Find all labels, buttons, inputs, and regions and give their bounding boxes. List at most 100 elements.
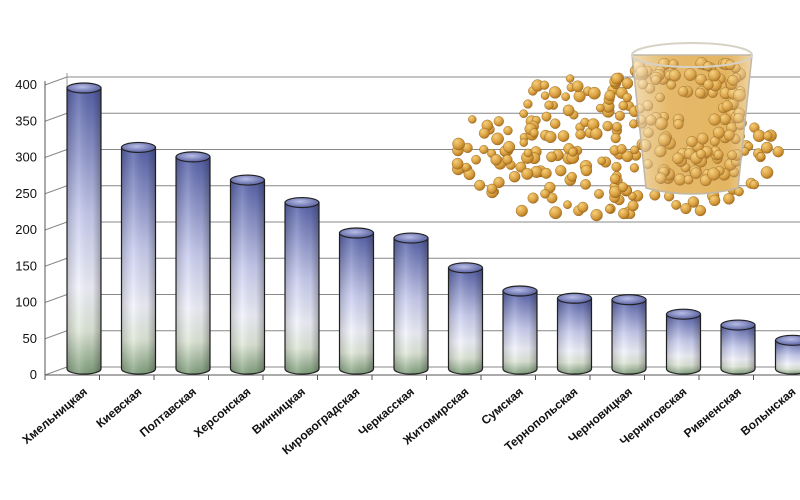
soybean	[491, 132, 504, 146]
soybean	[609, 185, 622, 199]
bar	[393, 232, 429, 375]
soybean	[474, 179, 486, 191]
soybean	[763, 131, 773, 141]
soybean	[749, 179, 759, 190]
soybean	[627, 200, 639, 212]
x-category-label: Ривненская	[681, 385, 744, 441]
soybean	[594, 188, 604, 199]
soybean	[734, 186, 744, 197]
soybeans-cup-image	[451, 42, 784, 222]
y-tick-label: 0	[30, 367, 37, 382]
y-tick-label: 300	[15, 150, 37, 165]
soybean	[493, 116, 504, 127]
bar	[120, 141, 157, 375]
soybean	[605, 204, 615, 214]
soybean	[567, 171, 577, 182]
soybean	[493, 176, 505, 189]
soybean	[490, 154, 502, 166]
soybean	[529, 128, 539, 138]
soybean	[503, 126, 513, 136]
cup-rim	[631, 42, 753, 68]
soybean	[609, 173, 621, 185]
bar	[665, 308, 702, 375]
soybean	[575, 129, 586, 140]
gridline-diag	[44, 76, 68, 86]
x-category-label: Херсонская	[191, 385, 253, 440]
soybean	[630, 145, 639, 155]
soybean	[756, 152, 766, 161]
bars	[66, 82, 800, 375]
soybean	[588, 86, 601, 100]
soybean	[590, 127, 603, 140]
soybean	[515, 204, 528, 217]
bar	[175, 151, 211, 375]
soybean	[761, 141, 773, 154]
soybean	[540, 91, 550, 100]
y-axis-tick-labels: 0 50 100 150 200 250 300 350 400	[15, 77, 37, 382]
soybean	[580, 179, 591, 190]
y-tick-label: 100	[15, 295, 37, 310]
soybean	[621, 150, 634, 163]
bar	[556, 292, 593, 375]
bar	[720, 319, 756, 375]
soybean	[602, 120, 613, 132]
soybean	[573, 90, 586, 103]
soybean	[486, 183, 498, 194]
soybean	[604, 90, 616, 102]
soybean	[590, 209, 603, 222]
soybean	[548, 86, 562, 99]
soybean	[571, 80, 584, 93]
y-tick-label: 350	[15, 113, 37, 128]
soybean	[539, 80, 550, 90]
soybean	[611, 161, 622, 172]
x-category-label: Киевская	[93, 385, 144, 431]
soybean	[622, 92, 632, 103]
soybean	[544, 130, 557, 143]
soybean	[521, 167, 534, 180]
soybean	[597, 156, 607, 166]
soybean	[479, 144, 489, 154]
y-tick-label: 150	[15, 258, 37, 273]
soybean	[541, 111, 552, 122]
bar	[447, 262, 484, 375]
soybean	[621, 77, 634, 90]
soybean	[503, 140, 516, 153]
y-tick-label: 200	[15, 222, 37, 237]
soybean	[616, 144, 627, 154]
soybean	[471, 154, 481, 165]
soybean	[618, 208, 630, 220]
soybean	[540, 167, 552, 179]
soybean	[562, 104, 575, 117]
soybean	[502, 154, 513, 165]
soybean	[478, 127, 490, 139]
bar	[338, 227, 375, 375]
soybean	[617, 182, 628, 193]
y-tick-label: 400	[15, 77, 37, 92]
gridline-diag	[44, 185, 68, 195]
bar	[502, 285, 538, 375]
soybean	[614, 110, 625, 121]
soybean	[618, 100, 629, 111]
gridline-diag	[44, 112, 68, 122]
soybean	[519, 109, 529, 118]
soybean	[577, 201, 589, 213]
soybean	[694, 205, 707, 217]
gridline-diag	[44, 366, 68, 376]
soybean	[540, 189, 550, 199]
soybean	[508, 170, 521, 183]
bar	[611, 294, 647, 375]
soybean	[772, 146, 784, 158]
soybean	[723, 193, 735, 205]
gridline-diag	[44, 330, 68, 340]
soybean	[452, 137, 465, 151]
soybean	[451, 157, 464, 170]
plastic-cup	[631, 54, 753, 195]
soybean	[557, 130, 570, 142]
y-tick-label: 50	[23, 331, 37, 346]
soybean	[468, 115, 477, 124]
soybean	[596, 103, 605, 113]
soybean	[629, 163, 640, 173]
x-category-label: Полтавская	[137, 385, 199, 440]
